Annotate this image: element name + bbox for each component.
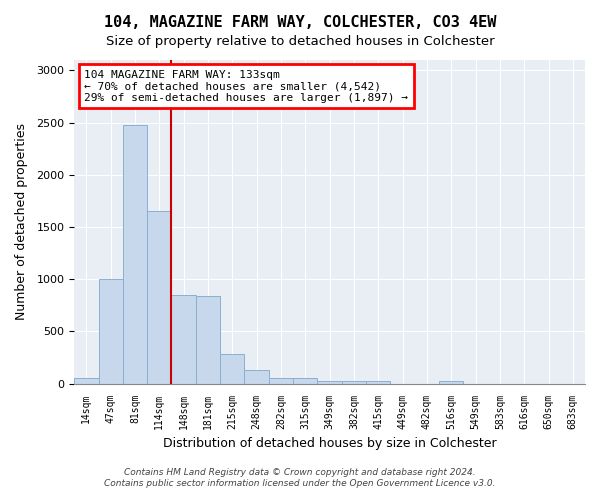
Bar <box>74 378 98 384</box>
Bar <box>123 124 147 384</box>
Bar <box>293 378 317 384</box>
Bar <box>317 380 342 384</box>
Text: 104 MAGAZINE FARM WAY: 133sqm
← 70% of detached houses are smaller (4,542)
29% o: 104 MAGAZINE FARM WAY: 133sqm ← 70% of d… <box>85 70 409 103</box>
Bar <box>342 380 366 384</box>
Bar <box>244 370 269 384</box>
Bar <box>220 354 244 384</box>
Bar <box>366 380 391 384</box>
Bar <box>439 380 463 384</box>
X-axis label: Distribution of detached houses by size in Colchester: Distribution of detached houses by size … <box>163 437 496 450</box>
Bar <box>147 212 172 384</box>
Y-axis label: Number of detached properties: Number of detached properties <box>15 124 28 320</box>
Bar <box>269 378 293 384</box>
Text: Contains HM Land Registry data © Crown copyright and database right 2024.
Contai: Contains HM Land Registry data © Crown c… <box>104 468 496 487</box>
Bar <box>98 280 123 384</box>
Bar <box>172 295 196 384</box>
Text: 104, MAGAZINE FARM WAY, COLCHESTER, CO3 4EW: 104, MAGAZINE FARM WAY, COLCHESTER, CO3 … <box>104 15 496 30</box>
Bar <box>196 296 220 384</box>
Text: Size of property relative to detached houses in Colchester: Size of property relative to detached ho… <box>106 35 494 48</box>
